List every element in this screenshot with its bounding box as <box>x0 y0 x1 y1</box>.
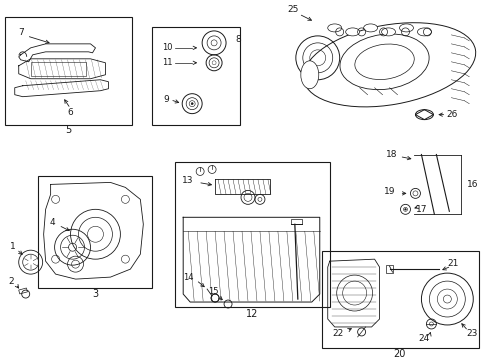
Text: 17: 17 <box>415 205 427 214</box>
Ellipse shape <box>327 24 341 32</box>
Text: 20: 20 <box>392 349 405 359</box>
Bar <box>321 251 478 348</box>
Text: 4: 4 <box>50 218 55 227</box>
Ellipse shape <box>399 24 413 32</box>
Text: 6: 6 <box>67 108 73 117</box>
Text: 19: 19 <box>383 187 394 196</box>
Ellipse shape <box>354 44 413 80</box>
Text: 26: 26 <box>446 110 457 119</box>
Bar <box>31 62 85 76</box>
Bar <box>38 176 152 288</box>
Text: 1: 1 <box>10 242 16 251</box>
Bar <box>5 17 132 125</box>
Text: 23: 23 <box>466 329 477 338</box>
Text: 12: 12 <box>245 309 258 319</box>
Text: 14: 14 <box>183 273 193 282</box>
Text: 16: 16 <box>467 180 478 189</box>
Text: 21: 21 <box>447 258 458 267</box>
Ellipse shape <box>363 24 377 32</box>
Bar <box>19 288 27 294</box>
Text: 3: 3 <box>92 289 99 299</box>
Ellipse shape <box>417 28 430 36</box>
Circle shape <box>404 208 406 210</box>
Text: 7: 7 <box>18 28 23 37</box>
Text: 22: 22 <box>331 329 343 338</box>
Text: 10: 10 <box>162 43 172 52</box>
Ellipse shape <box>345 28 359 36</box>
Text: 2: 2 <box>8 276 14 285</box>
Circle shape <box>211 294 219 302</box>
Text: 9: 9 <box>163 95 169 104</box>
Text: 15: 15 <box>207 287 218 296</box>
Ellipse shape <box>339 34 428 90</box>
Bar <box>175 162 329 307</box>
Bar <box>152 27 240 125</box>
Bar <box>385 265 392 273</box>
Text: 13: 13 <box>182 176 194 185</box>
Text: 11: 11 <box>162 58 172 67</box>
Circle shape <box>191 103 193 105</box>
Ellipse shape <box>381 28 395 36</box>
Ellipse shape <box>300 61 318 89</box>
Text: 25: 25 <box>286 5 298 14</box>
Bar <box>290 219 301 224</box>
Ellipse shape <box>415 110 432 120</box>
Ellipse shape <box>303 23 475 107</box>
Text: 18: 18 <box>385 150 396 159</box>
Text: 5: 5 <box>65 125 72 135</box>
Text: 24: 24 <box>418 334 429 343</box>
Text: 8: 8 <box>235 35 241 44</box>
